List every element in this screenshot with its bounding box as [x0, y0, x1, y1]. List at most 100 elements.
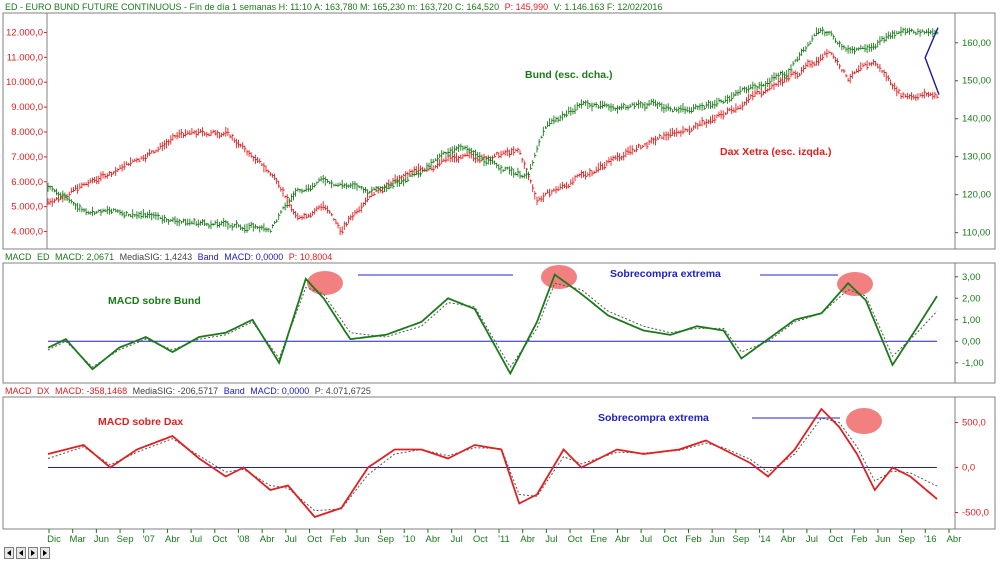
panel1-info: - EURO BUND FUTURE CONTINUOUS - Fin de d… [20, 2, 499, 12]
x-axis-tick-label: Feb [685, 534, 701, 545]
x-axis-tick-label: Abr [426, 534, 441, 545]
x-axis-tick-label: Sep [377, 534, 394, 545]
dax-annotation: Dax Xetra (esc. izqda.) [720, 146, 831, 158]
x-axis-tick-label: '08 [237, 534, 249, 545]
x-axis-tick-label: Oct [307, 534, 322, 545]
x-axis-tick-label: '11 [498, 534, 510, 545]
macd-dax-tick-label: -500,0 [962, 508, 989, 519]
x-axis-tick-label: Oct [568, 534, 583, 545]
x-axis-tick-label: Oct [662, 534, 677, 545]
overbought-annotation-bund: Sobrecompra extrema [610, 268, 721, 280]
x-axis-tick-label: Jul [806, 534, 818, 545]
macd-bund-panel-frame [2, 262, 996, 384]
overbought-annotation-dax: Sobrecompra extrema [598, 412, 709, 424]
next-page-button[interactable] [28, 547, 38, 559]
macd-dax-tick-label: 500,0 [962, 418, 986, 429]
right-axis-tick-label: 130,00 [962, 152, 991, 163]
x-axis-tick-label: Jul [640, 534, 652, 545]
macd-dax-tick-label: 0,0 [962, 463, 975, 474]
panel2-band: Band [198, 252, 219, 262]
last-page-button[interactable] [40, 547, 50, 559]
panel1-symbol: ED [5, 2, 18, 12]
overbought-highlight-bund [837, 272, 873, 296]
x-axis-tick-label: Jul [285, 534, 297, 545]
x-axis-tick-label: Ene [590, 534, 607, 545]
macd-bund-tick-label: -1,00 [962, 358, 984, 369]
macd-bund-annotation: MACD sobre Bund [108, 295, 201, 307]
first-page-button[interactable] [4, 547, 14, 559]
panel2-study: MACD [5, 252, 32, 262]
right-axis-tick-label: 140,00 [962, 114, 991, 125]
right-axis-tick-label: 120,00 [962, 190, 991, 201]
panel2-p-value: P: 10,8004 [289, 252, 333, 262]
left-axis-tick-label: 11.000,0 [7, 52, 43, 63]
panel3-symbol: DX [37, 386, 50, 396]
left-axis-tick-label: 4.000,0 [11, 227, 43, 238]
x-axis-tick-label: Jun [709, 534, 724, 545]
x-axis-tick-label: Feb [851, 534, 867, 545]
macd-bund-tick-label: 3,00 [962, 272, 981, 283]
x-axis-tick-label: Jul [190, 534, 202, 545]
dax-trend-line [924, 57, 940, 95]
right-axis-tick-label: 110,00 [962, 228, 990, 239]
x-axis-tick-label: Sep [117, 534, 134, 545]
x-axis-tick-label: Jul [545, 534, 557, 545]
overbought-highlight-dax [846, 408, 882, 434]
x-axis-tick-label: '10 [403, 534, 415, 545]
panel3-band: Band [224, 386, 245, 396]
overbought-highlight-bund [307, 271, 343, 295]
macd-bund-tick-label: 0,00 [962, 336, 981, 347]
macd-bund-tick-label: 2,00 [962, 293, 981, 304]
x-axis-tick-label: Abr [260, 534, 275, 545]
x-axis-tick-label: Abr [615, 534, 630, 545]
x-axis-tick-label: Mar [69, 534, 85, 545]
x-axis-tick-label: Feb [330, 534, 346, 545]
x-axis-tick-label: '07 [143, 534, 155, 545]
panel3-macd: MACD: -358,1468 [55, 386, 127, 396]
x-axis-tick-label: Oct [473, 534, 488, 545]
x-axis-tick-label: Abr [781, 534, 796, 545]
navigation-bar [0, 543, 80, 562]
left-axis-tick-label: 6.000,0 [11, 177, 43, 188]
macd-bund-signal-line [47, 282, 938, 369]
bund-annotation: Bund (esc. dcha.) [525, 69, 613, 81]
panel2-macd: MACD: 2,0671 [55, 252, 114, 262]
left-axis-tick-label: 10.000,0 [6, 77, 43, 88]
price-panel-frame [2, 12, 996, 250]
bund-trend-line [924, 27, 939, 59]
x-axis-tick-label: Jun [94, 534, 109, 545]
price-panel: 4.000,0 5.000,0 6.000,0 7.000,0 8.000,0 9.000… [6, 26, 991, 239]
panel2-header: MACD ED MACD: 2,0671 MediaSIG: 1,4243 Ba… [5, 252, 332, 262]
panel1-header: ED - EURO BUND FUTURE CONTINUOUS - Fin d… [5, 2, 662, 12]
macd-bund-panel: 3,00 2,00 1,00 0,00 -1,00 [47, 265, 984, 376]
macd-dax-panel: 500,0 0,0 -500,0 [47, 407, 989, 519]
x-axis-tick-label: '16 [924, 534, 936, 545]
panel3-study: MACD [5, 386, 32, 396]
x-axis-tick-label: Abr [520, 534, 535, 545]
macd-dax-signal-line [47, 417, 938, 512]
left-axis-tick-label: 8.000,0 [11, 127, 43, 138]
panel3-p-value: P: 4.071,6725 [315, 386, 371, 396]
panel1-volume-date: V: 1.146.163 F: 12/02/2016 [554, 2, 663, 12]
x-axis: Dic Mar Jun Sep '07 Abr Jul Oct '08 Abr Jul Oct Feb J… [47, 529, 961, 545]
x-axis-tick-label: Oct [212, 534, 227, 545]
x-axis-tick-label: Abr [165, 534, 180, 545]
x-axis-tick-label: Sep [898, 534, 915, 545]
left-axis-tick-label: 5.000,0 [11, 202, 43, 213]
bund-series [47, 26, 939, 234]
macd-bund-line [47, 273, 938, 376]
right-axis-tick-label: 160,00 [962, 38, 991, 49]
previous-page-button[interactable] [16, 547, 26, 559]
x-axis-tick-label: Abr [947, 534, 962, 545]
x-axis-tick-label: Jul [451, 534, 463, 545]
x-axis-tick-label: Jun [875, 534, 890, 545]
x-axis-tick-label: Dic [47, 534, 61, 545]
right-axis-tick-label: 150,00 [962, 76, 991, 87]
x-axis-tick-label: Oct [828, 534, 843, 545]
dax-series [47, 48, 939, 236]
panel3-signal: MediaSIG: -206,5717 [133, 386, 219, 396]
left-axis-tick-label: 12.000,0 [6, 27, 43, 38]
macd-bund-tick-label: 1,00 [962, 315, 981, 326]
